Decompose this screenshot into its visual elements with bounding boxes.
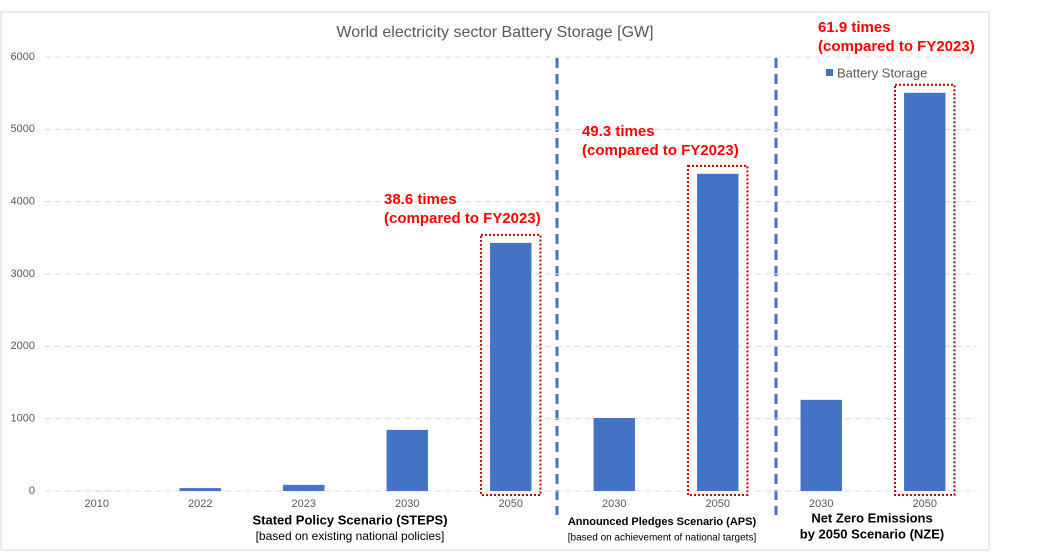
x-tick-label: 2023: [292, 498, 316, 510]
annotation: 38.6 times: [384, 191, 457, 208]
annotation: 49.3 times: [582, 123, 655, 140]
y-tick-label: 6000: [11, 51, 35, 63]
x-tick-label: 2030: [809, 498, 833, 510]
annotation: (compared to FY2023): [582, 142, 739, 159]
y-tick-label: 3000: [11, 268, 35, 280]
chart-title: World electricity sector Battery Storage…: [336, 24, 653, 41]
bar: [697, 174, 738, 491]
bar: [283, 485, 324, 491]
annotation: (compared to FY2023): [384, 210, 541, 227]
x-tick-label: 2050: [913, 498, 937, 510]
y-tick-label: 1000: [11, 413, 35, 425]
x-tick-label: 2050: [499, 498, 523, 510]
group-label: Announced Pledges Scenario (APS): [568, 516, 757, 528]
y-tick-label: 0: [29, 485, 35, 497]
group-label: Net Zero Emissions: [811, 510, 932, 525]
y-tick-label: 2000: [11, 340, 35, 352]
bar: [801, 400, 842, 491]
annotation: (compared to FY2023): [818, 38, 975, 55]
x-tick-label: 2022: [188, 498, 212, 510]
y-tick-label: 4000: [11, 196, 35, 208]
x-tick-label: 2010: [85, 498, 109, 510]
bar: [180, 488, 221, 491]
bar: [904, 93, 945, 491]
group-label: [based on achievement of national target…: [568, 533, 757, 544]
annotation: 61.9 times: [818, 19, 891, 36]
group-label: by 2050 Scenario (NZE): [800, 526, 945, 541]
group-label: Stated Policy Scenario (STEPS): [252, 512, 447, 527]
group-label: [based on existing national policies]: [256, 529, 445, 543]
x-tick-label: 2050: [706, 498, 730, 510]
bar: [594, 418, 635, 491]
bar: [387, 430, 428, 491]
y-tick-label: 5000: [11, 123, 35, 135]
legend-swatch: [826, 69, 833, 76]
bar: [490, 243, 531, 491]
legend-label: Battery Storage: [837, 65, 927, 80]
x-tick-label: 2030: [395, 498, 419, 510]
x-tick-label: 2030: [602, 498, 626, 510]
